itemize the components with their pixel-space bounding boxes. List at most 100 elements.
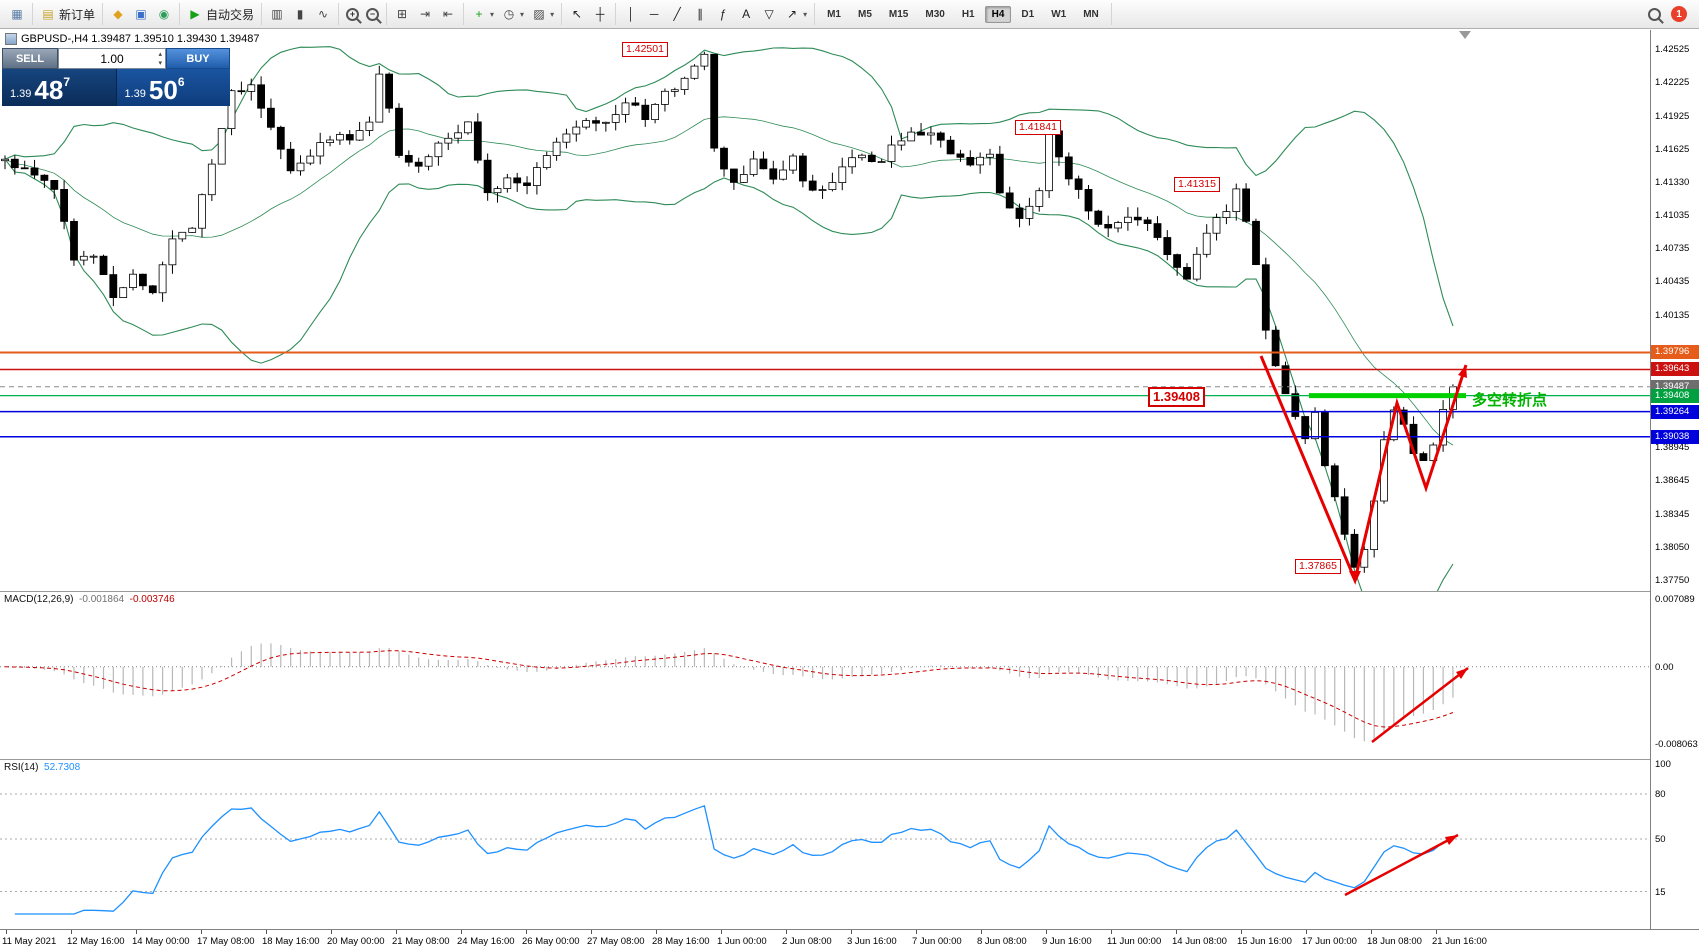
price-tick: 1.38050 xyxy=(1655,542,1690,553)
sell-button[interactable]: SELL xyxy=(2,48,58,69)
shapes-button[interactable]: ↗ ▾ xyxy=(781,5,810,23)
volume-value: 1.00 xyxy=(100,51,124,66)
sell-price-display[interactable]: 1.39 48 7 xyxy=(2,69,116,106)
chart-title-text: GBPUSD-,H4 1.39487 1.39510 1.39430 1.394… xyxy=(21,33,260,45)
indicators-icon: + xyxy=(475,7,483,21)
label-button[interactable]: ▽ xyxy=(758,5,780,23)
cursor-icon: ↖ xyxy=(572,7,583,21)
buy-button[interactable]: BUY xyxy=(166,48,230,69)
time-tick-mark xyxy=(396,930,397,934)
time-tick-mark xyxy=(461,930,462,934)
zoom-in-icon: + xyxy=(346,7,360,21)
community-icon: ◉ xyxy=(158,7,170,21)
bar-chart-button[interactable]: ▥ xyxy=(266,5,288,23)
time-tick-mark xyxy=(1046,930,1047,934)
autotrading-button[interactable]: ▶ 自动交易 xyxy=(184,5,257,24)
line-chart-button[interactable]: ∿ xyxy=(312,5,334,23)
tile-windows-button[interactable]: ⊞ xyxy=(391,5,413,23)
chart-shift-button[interactable]: ⇤ xyxy=(437,5,459,23)
time-tick-label: 18 Jun 08:00 xyxy=(1367,936,1422,947)
terminal-icon: ▦ xyxy=(11,7,23,21)
macd-signal-value: -0.003746 xyxy=(129,594,175,605)
timeframe-mn-button[interactable]: MN xyxy=(1083,8,1099,20)
candlesticks xyxy=(1,51,1457,573)
timeframe-w1-button[interactable]: W1 xyxy=(1051,8,1067,20)
time-tick-label: 27 May 08:00 xyxy=(587,936,645,947)
crosshair-button[interactable]: ┼ xyxy=(589,5,611,23)
periods-button[interactable]: ◷ ▾ xyxy=(498,5,527,23)
zoom-out-button[interactable]: − xyxy=(363,7,382,22)
timeframe-m5-button[interactable]: M5 xyxy=(858,8,872,20)
text-button[interactable]: A xyxy=(735,5,757,23)
time-axis[interactable]: 11 May 2021 12 May 16:00 14 May 00:00 17 Ma… xyxy=(0,929,1699,952)
macd-splitter[interactable] xyxy=(0,591,1699,592)
time-tick-label: 20 May 00:00 xyxy=(327,936,385,947)
trendline-button[interactable]: ╱ xyxy=(666,5,688,23)
time-tick-mark xyxy=(1371,930,1372,934)
price-tick: 1.41625 xyxy=(1655,144,1690,155)
terminal-button[interactable]: ▦ xyxy=(6,5,28,23)
chart-shift-marker[interactable] xyxy=(1459,31,1471,39)
time-tick-label: 17 May 08:00 xyxy=(197,936,255,947)
templates-button[interactable]: ▨ ▾ xyxy=(528,5,557,23)
time-tick-label: 11 Jun 00:00 xyxy=(1107,936,1162,947)
timeframe-h4-button[interactable]: H4 xyxy=(984,5,1012,23)
fibonacci-button[interactable]: ƒ xyxy=(712,5,734,23)
volume-input[interactable]: 1.00 ▴ ▾ xyxy=(58,48,166,69)
time-tick-label: 9 Jun 16:00 xyxy=(1042,936,1092,947)
vertical-line-button[interactable]: │ xyxy=(620,5,642,23)
time-tick-mark xyxy=(6,930,7,934)
price-tick: 1.38945 xyxy=(1655,442,1690,453)
label-icon: ▽ xyxy=(764,7,774,21)
search-icon[interactable] xyxy=(1648,7,1661,21)
main-chart[interactable] xyxy=(0,30,1650,591)
time-tick-label: 3 Jun 16:00 xyxy=(847,936,897,947)
chevron-down-icon: ▾ xyxy=(490,9,495,19)
autotrading-button-label: 自动交易 xyxy=(206,7,255,22)
time-tick-mark xyxy=(1306,930,1307,934)
sell-price-sup: 7 xyxy=(63,75,71,89)
price-axis[interactable]: 1.42525 1.42225 1.41925 1.41625 1.41330 1.410… xyxy=(1650,30,1699,929)
notification-badge[interactable]: 1 xyxy=(1671,6,1687,22)
time-tick-mark xyxy=(266,930,267,934)
time-tick-label: 21 Jun 16:00 xyxy=(1432,936,1487,947)
timeframe-m15-button[interactable]: M15 xyxy=(888,8,909,20)
macd-panel[interactable] xyxy=(0,592,1650,758)
buy-price-display[interactable]: 1.39 50 6 xyxy=(115,69,230,106)
periods-icon: ◷ xyxy=(503,7,515,21)
timeframe-h1-button[interactable]: H1 xyxy=(961,8,975,20)
auto-scroll-button[interactable]: ⇥ xyxy=(414,5,436,23)
price-tick: 1.41925 xyxy=(1655,111,1690,122)
time-tick-mark xyxy=(526,930,527,934)
macd-histogram xyxy=(14,643,1454,742)
rsi-name: RSI(14) xyxy=(4,762,39,773)
sell-price-small: 1.39 xyxy=(10,88,32,100)
community-button[interactable]: ◉ xyxy=(153,5,175,23)
cursor-button[interactable]: ↖ xyxy=(566,5,588,23)
metaeditor-button[interactable]: ◆ xyxy=(107,5,129,23)
chart-window-icon xyxy=(5,33,17,45)
indicators-button[interactable]: + ▾ xyxy=(468,5,497,23)
candlestick-chart-button[interactable]: ▮ xyxy=(289,5,311,23)
timeframe-m1-button[interactable]: M1 xyxy=(827,8,841,20)
market-watch-button[interactable]: ▣ xyxy=(130,5,152,23)
zoom-in-button[interactable]: + xyxy=(343,7,362,22)
new-order-button[interactable]: ▤ 新订单 xyxy=(37,5,98,24)
time-tick-mark xyxy=(721,930,722,934)
volume-down-icon[interactable]: ▾ xyxy=(158,60,162,67)
price-tag: 1.39264 xyxy=(1651,405,1699,419)
time-tick-label: 12 May 16:00 xyxy=(67,936,125,947)
metaeditor-icon: ◆ xyxy=(113,7,123,21)
rsi-splitter[interactable] xyxy=(0,759,1699,760)
rsi-scale-tick: 50 xyxy=(1655,834,1666,845)
time-tick-mark xyxy=(851,930,852,934)
timeframe-m30-button[interactable]: M30 xyxy=(925,8,945,20)
time-tick-mark xyxy=(656,930,657,934)
channel-button[interactable]: ∥ xyxy=(689,5,711,23)
horizontal-line-button[interactable]: ─ xyxy=(643,5,665,23)
macd-name: MACD(12,26,9) xyxy=(4,594,74,605)
tile-windows-icon: ⊞ xyxy=(397,7,408,21)
rsi-panel[interactable] xyxy=(0,760,1650,929)
volume-up-icon[interactable]: ▴ xyxy=(158,51,162,58)
timeframe-d1-button[interactable]: D1 xyxy=(1021,8,1035,20)
